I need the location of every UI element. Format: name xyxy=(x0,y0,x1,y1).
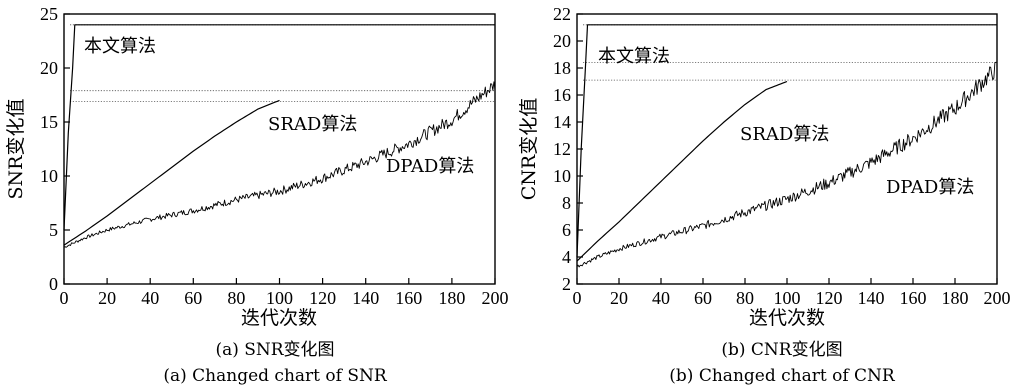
chart-cnr-x-tick-label: 120 xyxy=(816,288,843,308)
chart-cnr-series-line-ours xyxy=(576,24,997,258)
chart-snr-x-tick-label: 160 xyxy=(395,288,422,308)
chart-cnr-y-tick-label: 2 xyxy=(562,274,571,294)
chart-snr-x-tick-label: 100 xyxy=(266,288,293,308)
chart-cnr-x-tick-label: 40 xyxy=(652,288,670,308)
chart-cnr-x-axis-label: 迭代次数 xyxy=(749,307,825,329)
chart-cnr-ticks: 0 20 40 60 80 100 120 140 160 180 200 2 4 6 8 10 12 14 16 1… xyxy=(553,4,1011,308)
chart-snr-series-line-dpad xyxy=(63,81,496,248)
chart-snr-series-line-ours xyxy=(63,24,495,231)
chart-snr-y-tick-label: 10 xyxy=(40,166,58,186)
chart-cnr-series-line-dpad xyxy=(576,61,998,268)
chart-cnr-x-tick-label: 0 xyxy=(573,288,582,308)
chart-snr-series-label-ours: 本文算法 xyxy=(84,36,156,57)
chart-cnr-y-tick-label: 4 xyxy=(562,247,571,267)
chart-cnr-y-tick-label: 14 xyxy=(553,112,571,132)
chart-cnr-x-tick-label: 140 xyxy=(858,288,885,308)
chart-cnr-x-tick-label: 60 xyxy=(694,288,712,308)
chart-snr-x-tick-label: 0 xyxy=(60,288,69,308)
chart-snr-series-label-dpad: DPAD算法 xyxy=(386,156,474,177)
chart-snr-x-tick-label: 60 xyxy=(184,288,202,308)
chart-snr-x-tick-label: 120 xyxy=(309,288,336,308)
chart-cnr-series-label-dpad: DPAD算法 xyxy=(886,177,974,198)
chart-cnr-x-tick-label: 180 xyxy=(942,288,969,308)
chart-cnr-y-tick-label: 22 xyxy=(553,4,571,24)
chart-cnr-y-tick-label: 6 xyxy=(562,220,571,240)
chart-snr-caption-en: (a) Changed chart of SNR xyxy=(163,366,387,386)
chart-snr-x-tick-label: 140 xyxy=(352,288,379,308)
chart-cnr-x-tick-label: 80 xyxy=(736,288,754,308)
chart-snr-y-tick-label: 25 xyxy=(40,4,58,24)
chart-cnr-series-label-ours: 本文算法 xyxy=(598,46,670,67)
chart-snr-y-axis-label: SNR变化值 xyxy=(5,99,27,200)
chart-cnr: 0 20 40 60 80 100 120 140 160 180 200 2 4 6 8 10 12 14 16 1… xyxy=(518,4,1011,386)
chart-snr-series-line-srad xyxy=(63,99,280,246)
chart-cnr-caption-cn: (b) CNR变化图 xyxy=(721,340,842,360)
chart-cnr-series-line-srad xyxy=(576,80,788,262)
chart-cnr-caption-en: (b) Changed chart of CNR xyxy=(669,366,896,386)
chart-cnr-y-tick-label: 18 xyxy=(553,58,571,78)
chart-snr: 0 20 40 60 80 100 120 140 160 180 200 0 5 10 15 20 25 本文… xyxy=(5,4,509,386)
chart-snr-y-tick-label: 20 xyxy=(40,58,58,78)
chart-snr-y-tick-label: 15 xyxy=(40,112,58,132)
chart-snr-y-tick-label: 0 xyxy=(49,274,58,294)
chart-snr-x-tick-label: 200 xyxy=(482,288,509,308)
chart-cnr-y-tick-label: 10 xyxy=(553,166,571,186)
chart-cnr-y-axis-label: CNR变化值 xyxy=(518,98,540,200)
chart-cnr-x-tick-label: 100 xyxy=(774,288,801,308)
chart-snr-x-tick-label: 40 xyxy=(141,288,159,308)
chart-cnr-x-tick-label: 20 xyxy=(610,288,628,308)
chart-snr-x-tick-label: 20 xyxy=(98,288,116,308)
chart-cnr-y-tick-label: 8 xyxy=(562,193,571,213)
chart-snr-series-label-srad: SRAD算法 xyxy=(268,114,357,135)
chart-snr-x-tick-label: 80 xyxy=(227,288,245,308)
chart-snr-y-tick-label: 5 xyxy=(49,220,58,240)
chart-cnr-x-tick-label: 160 xyxy=(900,288,927,308)
chart-cnr-x-tick-label: 200 xyxy=(984,288,1011,308)
chart-cnr-y-tick-label: 12 xyxy=(553,139,571,159)
chart-snr-caption-cn: (a) SNR变化图 xyxy=(215,340,334,360)
chart-cnr-series xyxy=(576,24,998,268)
chart-cnr-y-tick-label: 20 xyxy=(553,31,571,51)
chart-cnr-series-label-srad: SRAD算法 xyxy=(740,124,829,145)
chart-snr-ticks: 0 20 40 60 80 100 120 140 160 180 200 0 5 10 15 20 25 xyxy=(40,4,509,308)
chart-snr-series xyxy=(63,24,496,248)
chart-snr-x-axis-label: 迭代次数 xyxy=(241,307,317,329)
chart-cnr-y-tick-label: 16 xyxy=(553,85,571,105)
chart-snr-x-tick-label: 180 xyxy=(438,288,465,308)
